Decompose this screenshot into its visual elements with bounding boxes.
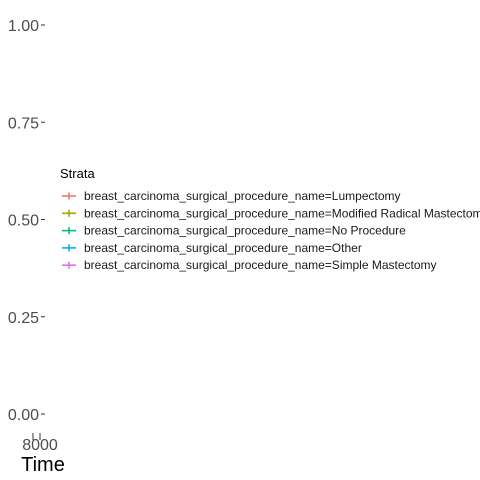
legend-title: Strata xyxy=(60,166,95,181)
legend-label: breast_carcinoma_surgical_procedure_name… xyxy=(84,189,401,203)
legend-item: breast_carcinoma_surgical_procedure_name… xyxy=(62,241,362,255)
legend-item: breast_carcinoma_surgical_procedure_name… xyxy=(62,206,480,220)
y-axis: 0.00 0.25 0.50 0.75 1.00 xyxy=(8,18,45,424)
y-tick-label: 0.50 xyxy=(8,213,39,230)
legend-item: breast_carcinoma_surgical_procedure_name… xyxy=(62,224,406,238)
legend-label: breast_carcinoma_surgical_procedure_name… xyxy=(84,206,480,220)
legend-label: breast_carcinoma_surgical_procedure_name… xyxy=(84,224,406,238)
y-tick-label: 0.25 xyxy=(8,310,39,327)
legend-label: breast_carcinoma_surgical_procedure_name… xyxy=(84,241,362,255)
y-tick-label: 1.00 xyxy=(8,18,39,35)
legend: Strata breast_carcinoma_surgical_procedu… xyxy=(60,166,480,272)
legend-label: breast_carcinoma_surgical_procedure_name… xyxy=(84,258,437,272)
y-tick-label: 0.75 xyxy=(8,115,39,132)
legend-item: breast_carcinoma_surgical_procedure_name… xyxy=(62,189,401,203)
x-axis: 8000 xyxy=(22,433,58,454)
x-axis-title: Time xyxy=(21,454,65,476)
y-tick-label: 0.00 xyxy=(8,407,39,424)
legend-item: breast_carcinoma_surgical_procedure_name… xyxy=(62,258,437,272)
x-tick-label: 8000 xyxy=(22,437,58,454)
